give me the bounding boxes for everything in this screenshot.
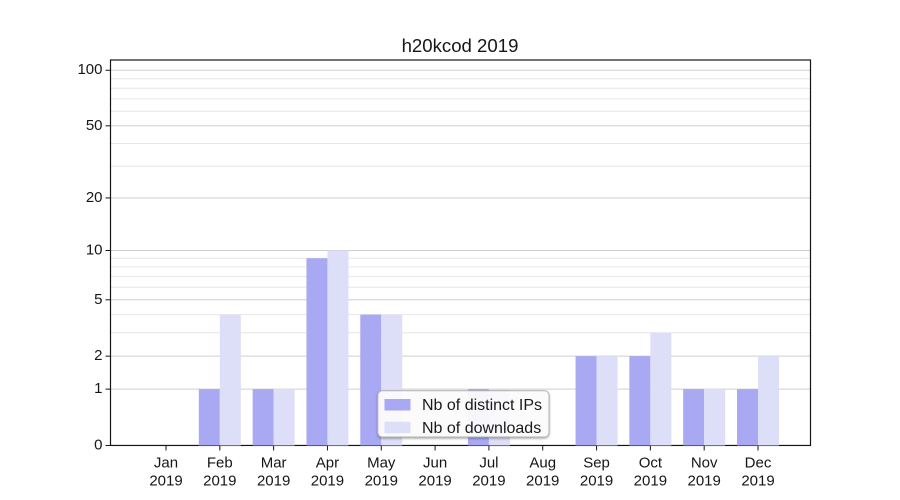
svg-text:Nb of distinct IPs: Nb of distinct IPs (422, 397, 542, 414)
svg-text:Dec: Dec (745, 454, 772, 471)
svg-text:2019: 2019 (526, 472, 559, 489)
svg-text:2019: 2019 (311, 472, 344, 489)
svg-text:20: 20 (86, 189, 103, 206)
svg-text:h20kcod 2019: h20kcod 2019 (402, 35, 519, 56)
svg-text:2019: 2019 (580, 472, 613, 489)
svg-text:1: 1 (94, 380, 102, 397)
svg-text:Sep: Sep (583, 454, 610, 471)
svg-text:Oct: Oct (639, 454, 663, 471)
svg-text:2019: 2019 (687, 472, 720, 489)
svg-text:Nov: Nov (691, 454, 718, 471)
svg-text:5: 5 (94, 291, 102, 308)
svg-text:Mar: Mar (261, 454, 287, 471)
svg-text:2: 2 (94, 347, 102, 364)
svg-text:2019: 2019 (365, 472, 398, 489)
svg-text:Nb of downloads: Nb of downloads (422, 420, 541, 437)
svg-text:2019: 2019 (203, 472, 236, 489)
svg-text:2019: 2019 (472, 472, 505, 489)
svg-text:0: 0 (94, 436, 102, 453)
svg-text:Feb: Feb (207, 454, 233, 471)
svg-text:May: May (367, 454, 396, 471)
svg-text:2019: 2019 (418, 472, 451, 489)
svg-text:10: 10 (86, 241, 103, 258)
svg-text:Jun: Jun (423, 454, 447, 471)
svg-text:50: 50 (86, 117, 103, 134)
svg-text:2019: 2019 (634, 472, 667, 489)
svg-text:2019: 2019 (741, 472, 774, 489)
svg-text:Jul: Jul (479, 454, 498, 471)
svg-text:Jan: Jan (154, 454, 178, 471)
svg-text:Apr: Apr (316, 454, 339, 471)
svg-text:2019: 2019 (257, 472, 290, 489)
svg-text:2019: 2019 (149, 472, 182, 489)
svg-text:100: 100 (77, 61, 102, 78)
svg-text:Aug: Aug (529, 454, 556, 471)
